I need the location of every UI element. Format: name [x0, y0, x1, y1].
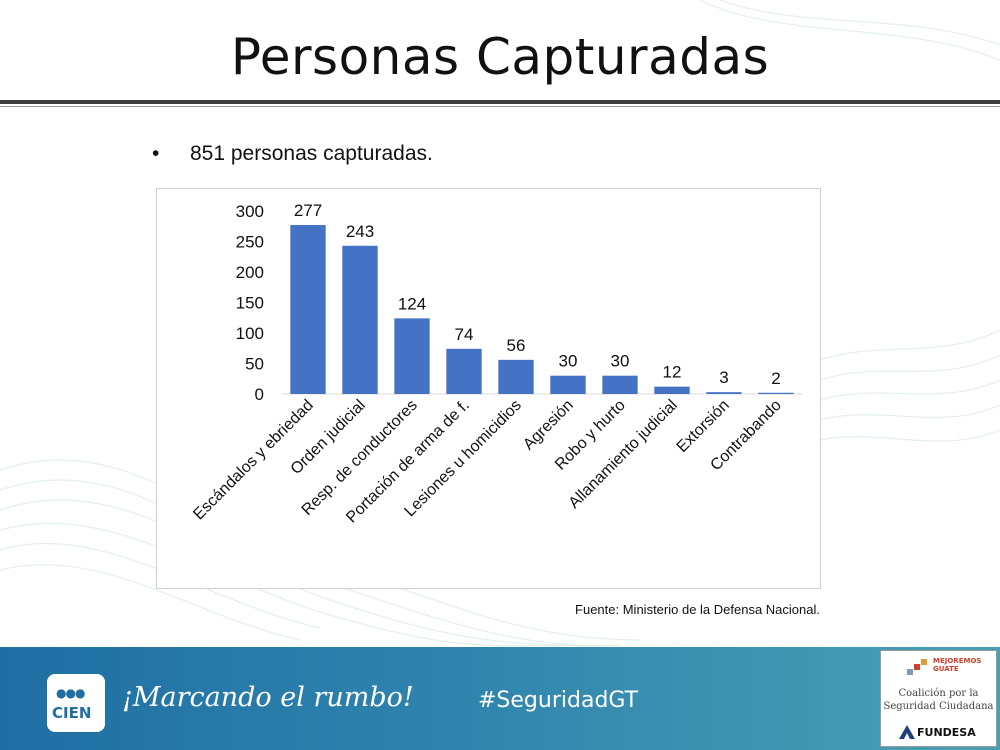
bar	[602, 375, 638, 394]
bar	[446, 348, 482, 394]
data-label: 243	[346, 222, 374, 241]
slogan: ¡Marcando el rumbo!	[122, 682, 414, 713]
bar	[290, 225, 326, 394]
data-label: 74	[455, 325, 474, 344]
cien-logo: ●●● CIEN	[47, 674, 105, 732]
bar	[550, 375, 586, 394]
bar	[706, 392, 742, 394]
bar	[654, 386, 690, 394]
bar	[394, 318, 430, 394]
bullet-text: 851 personas capturadas.	[190, 142, 433, 165]
data-label: 124	[398, 294, 426, 313]
cien-logo-text: CIEN	[52, 704, 92, 722]
data-label: 277	[294, 201, 322, 220]
y-tick-label: 150	[236, 294, 264, 313]
mejoremos-guate-text: MEJOREMOS GUATE	[933, 657, 982, 673]
fundesa-text: FUNDESA	[917, 726, 976, 739]
source-note: Fuente: Ministerio de la Defensa Naciona…	[575, 602, 820, 617]
y-tick-label: 100	[236, 324, 264, 343]
data-label: 2	[771, 369, 780, 388]
title-divider-thin	[0, 106, 1000, 107]
partner-logo-box: MEJOREMOS GUATE Coalición por la Segurid…	[880, 650, 997, 747]
data-label: 30	[611, 352, 630, 371]
y-tick-label: 200	[236, 263, 264, 282]
y-tick-label: 300	[236, 202, 264, 221]
data-label: 12	[663, 363, 682, 382]
coalition-text: Coalición por la Seguridad Ciudadana	[883, 688, 994, 712]
data-label: 30	[559, 352, 578, 371]
cien-dots-icon: ●●●	[56, 686, 85, 700]
bar	[342, 245, 378, 394]
data-label: 3	[719, 368, 728, 387]
title-divider	[0, 100, 1000, 104]
data-label: 56	[507, 336, 526, 355]
y-tick-label: 50	[245, 355, 264, 374]
hashtag: #SeguridadGT	[478, 688, 639, 713]
bar	[758, 392, 794, 394]
fundesa-icon	[899, 725, 915, 739]
bar	[498, 359, 534, 394]
slide-title: Personas Capturadas	[230, 28, 770, 86]
chart-container: 0 50 100 150 200 250 300 277 Escándalos y ebried…	[156, 188, 821, 589]
bullet-marker: •	[152, 142, 160, 165]
mejoremos-guate-icon	[907, 659, 927, 675]
bullet-point: • 851 personas capturadas.	[152, 142, 433, 166]
y-tick-label: 0	[255, 385, 264, 404]
footer-band	[0, 647, 1000, 750]
y-tick-label: 250	[236, 233, 264, 252]
